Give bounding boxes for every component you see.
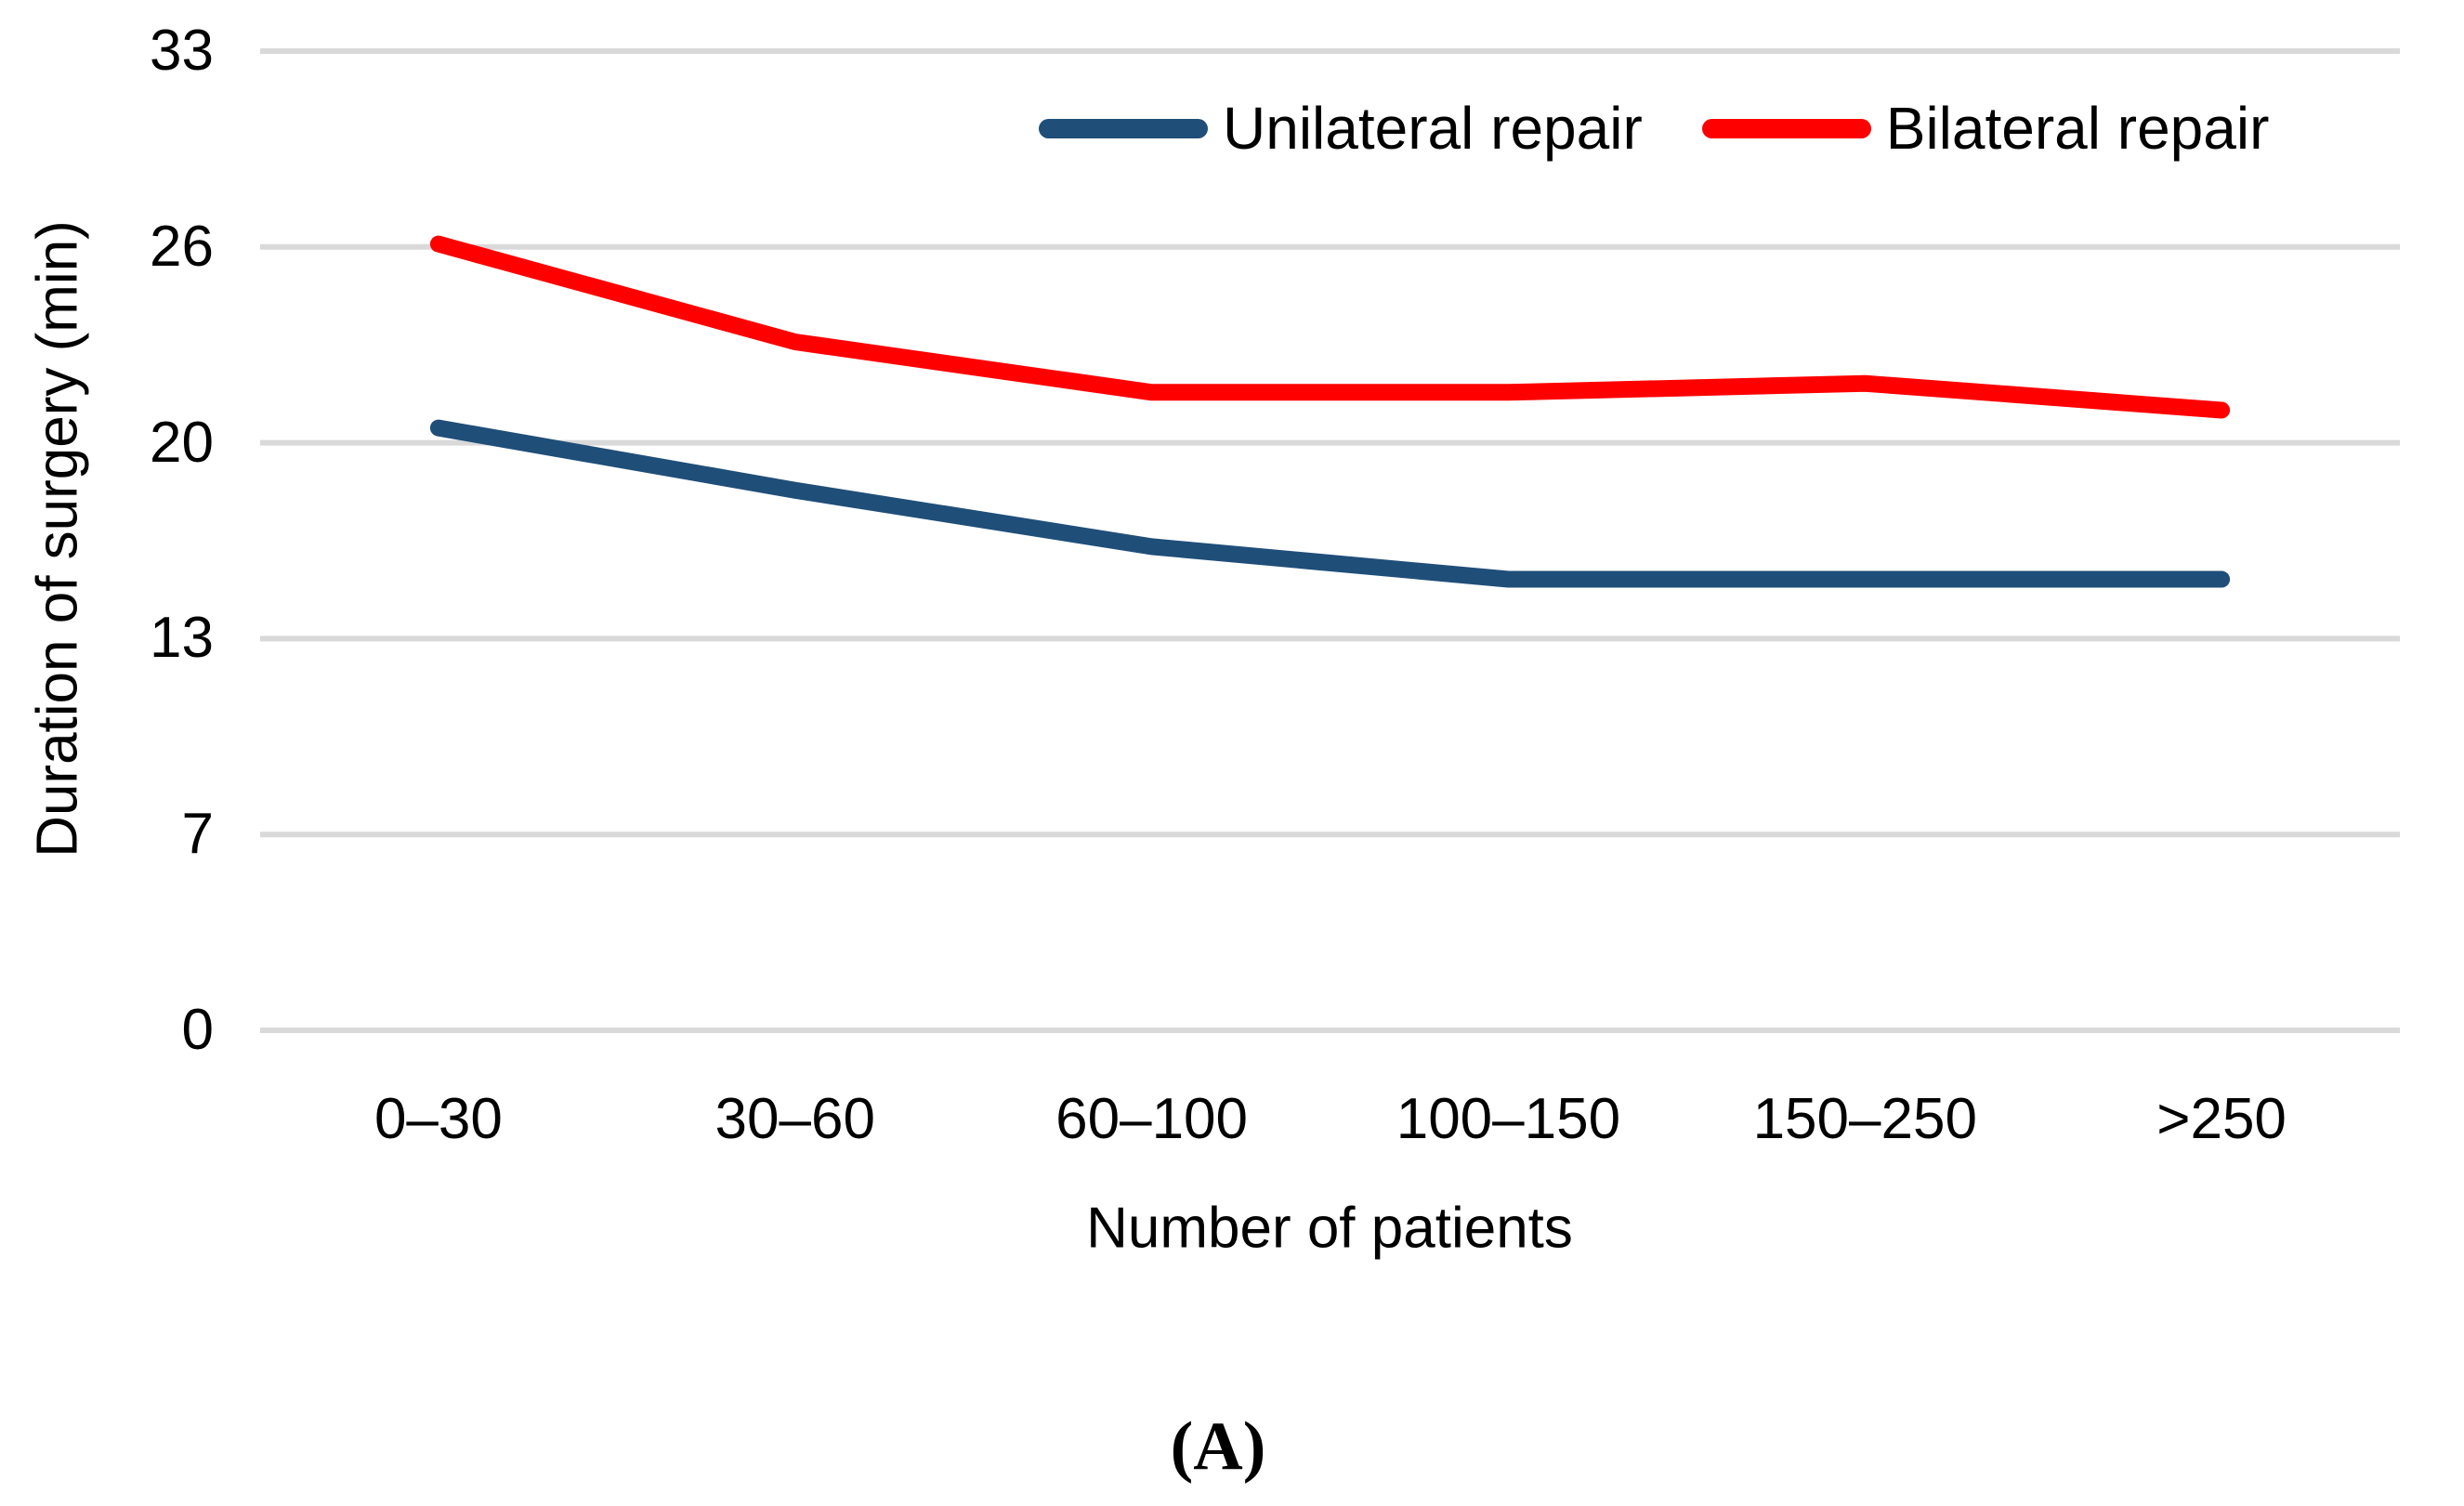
- y-axis-tick-label: 33: [150, 19, 214, 83]
- x-axis-tick-label: 60–100: [1055, 1087, 1249, 1151]
- x-axis-tick-label: >250: [2156, 1087, 2287, 1151]
- y-axis-tick-label: 13: [150, 606, 214, 671]
- x-axis-tick-label: 30–60: [714, 1087, 875, 1151]
- legend-entry-bilateral: Bilateral repair: [1701, 95, 2270, 162]
- bilateral-line-swatch-icon: [1701, 118, 1871, 138]
- unilateral-line-swatch-icon: [1039, 118, 1208, 138]
- panel-caption: (A): [1170, 1408, 1266, 1485]
- x-axis-tick-label: 150–250: [1752, 1087, 1977, 1151]
- x-axis-tick-label: 100–150: [1396, 1087, 1621, 1151]
- legend-label-unilateral: Unilateral repair: [1223, 95, 1643, 162]
- legend-entry-unilateral: Unilateral repair: [1039, 98, 1643, 158]
- x-axis-title: Number of patients: [1086, 1196, 1573, 1261]
- x-axis-tick-label: 0–30: [374, 1087, 503, 1151]
- y-axis-tick-label: 26: [150, 214, 214, 279]
- series-line-bilateral: [429, 235, 2231, 419]
- legend: Unilateral repair Bilateral repair: [1039, 98, 2269, 158]
- series-line-unilateral: [429, 419, 2231, 588]
- y-axis-tick-label: 7: [181, 802, 214, 867]
- y-axis-tick-label: 20: [150, 410, 214, 475]
- legend-label-bilateral: Bilateral repair: [1885, 95, 2270, 162]
- y-axis-title: Duration of surgery (min): [25, 220, 90, 858]
- y-axis-tick-label: 0: [181, 998, 214, 1062]
